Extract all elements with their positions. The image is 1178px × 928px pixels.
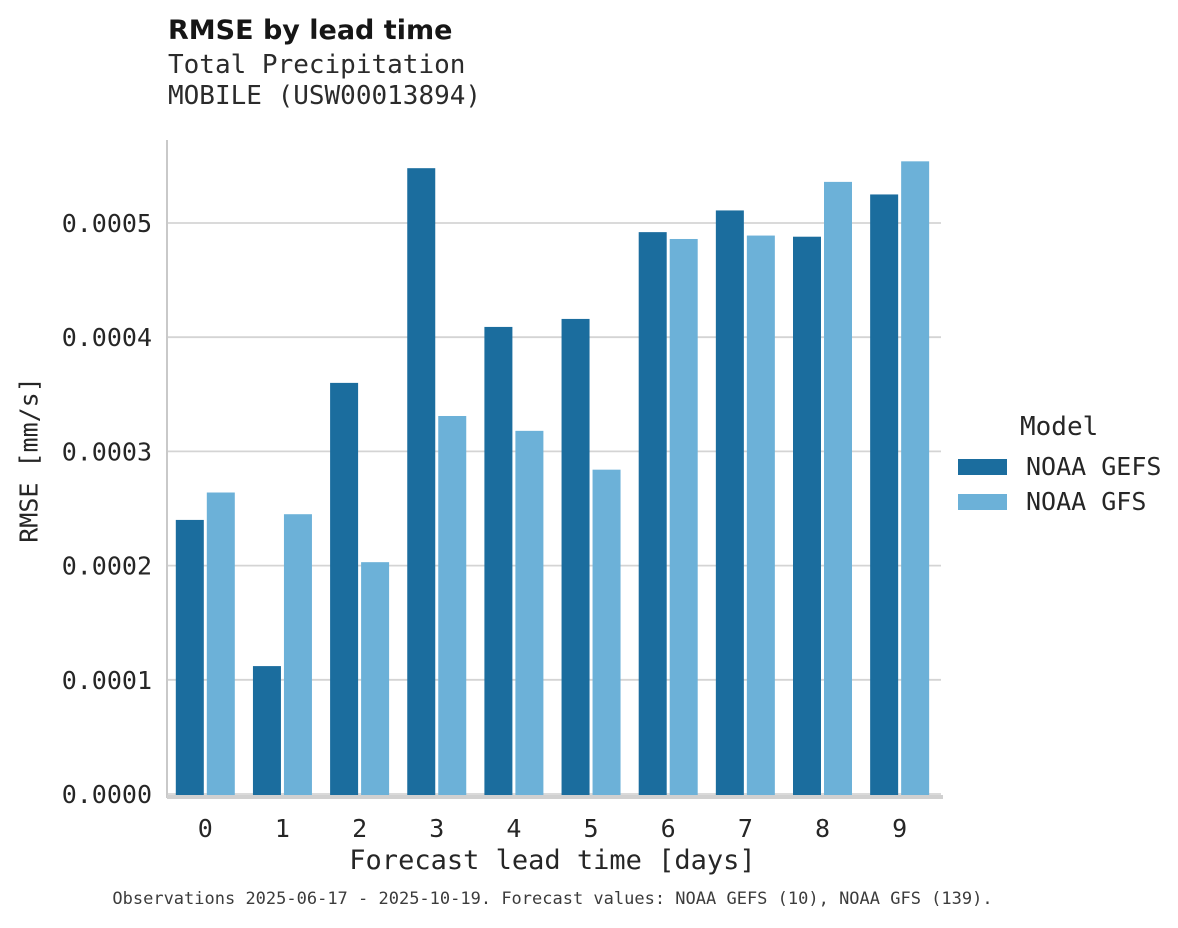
- x-tick-label: 3: [429, 814, 444, 843]
- x-tick-label: 8: [815, 814, 830, 843]
- footer-caption: Observations 2025-06-17 - 2025-10-19. Fo…: [112, 889, 993, 909]
- bar-noaa-gfs-day3: [438, 415, 467, 795]
- bar-noaa-gfs-day8: [824, 181, 852, 795]
- bar-noaa-gefs-day5: [561, 318, 590, 795]
- x-axis-spine: [167, 795, 943, 799]
- bar-noaa-gfs-day4: [515, 430, 544, 795]
- bar-noaa-gfs-day6: [669, 238, 698, 795]
- bar-noaa-gfs-day2: [361, 562, 390, 795]
- chart-subtitle-line1: Total Precipitation: [168, 50, 466, 80]
- x-tick-label: 1: [275, 814, 290, 843]
- bar-noaa-gfs-day9: [901, 161, 930, 795]
- bar-noaa-gefs-day6: [638, 232, 667, 796]
- y-tick-label: 0.0001: [62, 666, 152, 695]
- legend-swatch-gfs: [958, 493, 1007, 510]
- bar-noaa-gfs-day7: [746, 235, 775, 795]
- legend-title: Model: [1020, 412, 1099, 442]
- bar-noaa-gfs-day1: [283, 514, 312, 795]
- chart-subtitle: Total Precipitation MOBILE (USW00013894): [168, 50, 481, 112]
- x-tick-label: 5: [584, 814, 599, 843]
- y-tick-label: 0.0005: [62, 209, 152, 238]
- chart-title: RMSE by lead time: [168, 15, 453, 46]
- legend-item-label: NOAA GFS: [1026, 487, 1147, 516]
- y-tick-label: 0.0004: [62, 323, 152, 352]
- bar-noaa-gefs-day3: [407, 168, 436, 795]
- bar-noaa-gefs-day8: [793, 236, 821, 796]
- bar-noaa-gefs-day2: [330, 382, 359, 795]
- legend-item: NOAA GEFS: [958, 452, 1162, 481]
- y-tick-label: 0.0000: [62, 780, 152, 809]
- x-tick-label: 9: [892, 814, 907, 843]
- bar-noaa-gfs-day5: [592, 469, 621, 795]
- legend-item-label: NOAA GEFS: [1026, 452, 1162, 481]
- bar-noaa-gefs-day4: [484, 326, 513, 795]
- x-tick-label: 7: [738, 814, 753, 843]
- bar-noaa-gefs-day7: [715, 210, 744, 796]
- x-tick-label: 4: [506, 814, 521, 843]
- x-tick-label: 6: [661, 814, 676, 843]
- bar-noaa-gefs-day1: [252, 666, 281, 795]
- chart-subtitle-line2: MOBILE (USW00013894): [168, 81, 482, 111]
- x-axis-label: Forecast lead time [days]: [349, 845, 756, 876]
- x-tick-label: 2: [352, 814, 367, 843]
- bar-noaa-gfs-day0: [206, 492, 235, 795]
- bar-noaa-gefs-day0: [175, 519, 204, 795]
- y-tick-label: 0.0003: [62, 437, 152, 466]
- y-axis-label: RMSE [mm/s]: [14, 377, 44, 543]
- x-tick-label: 0: [198, 814, 213, 843]
- legend-swatch-gefs: [958, 458, 1007, 475]
- legend: Model NOAA GEFS NOAA GFS: [958, 412, 1161, 524]
- bar-noaa-gefs-day9: [870, 194, 899, 795]
- y-tick-label: 0.0002: [62, 552, 152, 581]
- legend-item: NOAA GFS: [958, 487, 1161, 516]
